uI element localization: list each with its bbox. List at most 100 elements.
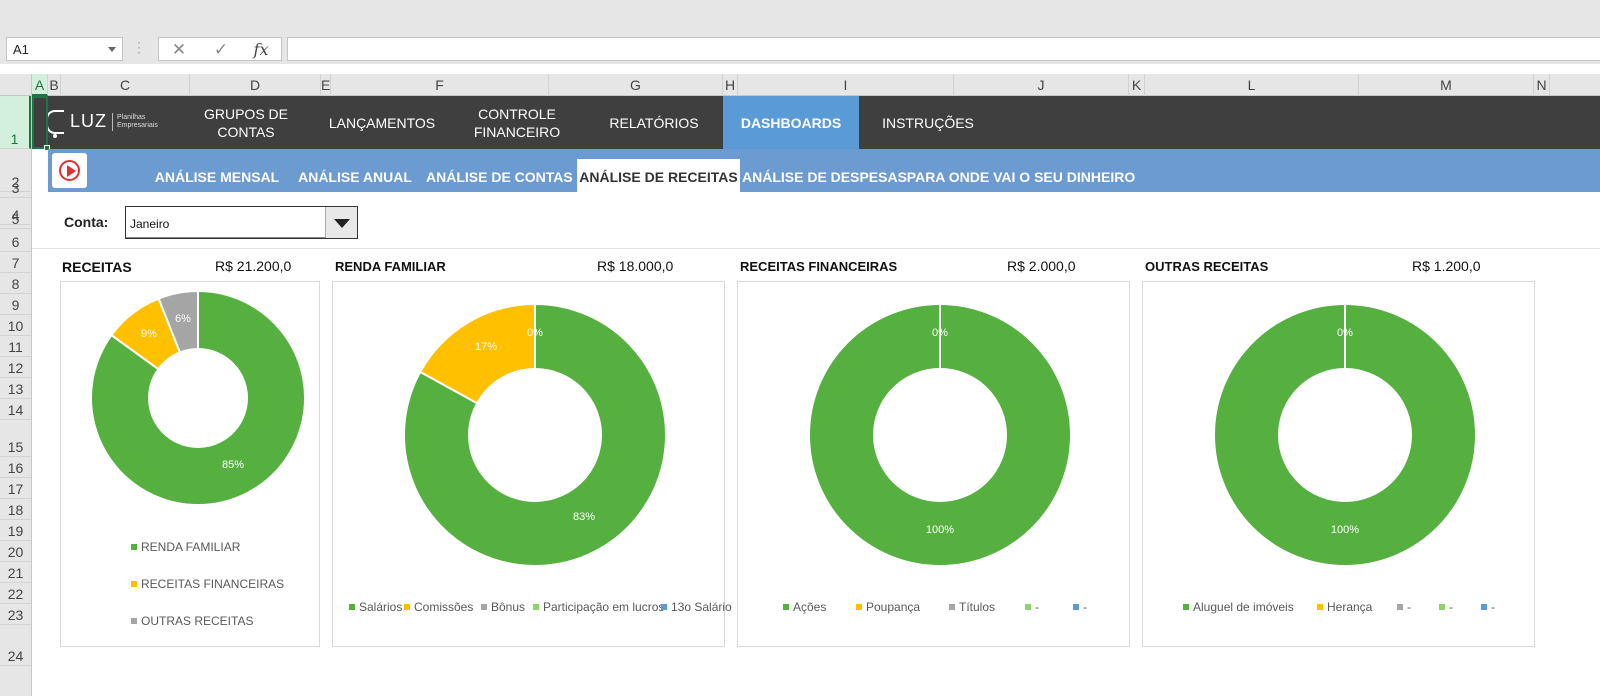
- donut-slice[interactable]: [1213, 302, 1477, 568]
- column-header-d[interactable]: D: [190, 74, 321, 96]
- legend-item[interactable]: RECEITAS FINANCEIRAS: [131, 577, 284, 591]
- column-header-j[interactable]: J: [954, 74, 1129, 96]
- divider: [32, 248, 1600, 249]
- subtab-2[interactable]: ANÁLISE ANUAL: [298, 169, 412, 185]
- nav-item-3[interactable]: CONTROLE FINANCEIRO: [458, 96, 576, 149]
- legend-item[interactable]: Bônus: [481, 600, 525, 614]
- column-header-c[interactable]: C: [61, 74, 190, 96]
- chart-card-2[interactable]: 83% 17% 0% Salários Comissões Bônus Participaç…: [332, 281, 732, 647]
- column-header-i[interactable]: I: [738, 74, 954, 96]
- formula-input[interactable]: [287, 37, 1600, 61]
- row-header-12[interactable]: 12: [0, 357, 31, 378]
- cancel-icon[interactable]: ✕: [171, 40, 187, 59]
- main-nav: LUZ Planilhas Empresariais GRUPOS DE CONT…: [32, 96, 1600, 151]
- subtab-5[interactable]: ANÁLISE DE DESPESAS: [742, 169, 907, 185]
- legend-item[interactable]: Participação em lucros: [533, 600, 664, 614]
- legend-swatch: [856, 604, 862, 610]
- enter-icon[interactable]: ✓: [213, 40, 229, 59]
- subtab-1[interactable]: ANÁLISE MENSAL: [154, 169, 280, 185]
- row-header-22[interactable]: 22: [0, 583, 31, 604]
- column-header-f[interactable]: F: [331, 74, 549, 96]
- chart-card-1[interactable]: 85% 9% 6% RENDA FAMILIAR RECEITAS FINANCEIRA…: [60, 281, 320, 647]
- row-header-15[interactable]: 15: [0, 420, 31, 457]
- column-header-a[interactable]: A: [32, 74, 48, 96]
- chart-card-4[interactable]: 100% 0% Aluguel de imóveis Herança - - -: [1142, 281, 1535, 647]
- legend-item[interactable]: -: [1481, 600, 1495, 614]
- donut-slice[interactable]: [808, 302, 1072, 568]
- legend-item[interactable]: Comissões: [404, 600, 473, 614]
- column-header-h[interactable]: H: [723, 74, 738, 96]
- dropdown-arrow-icon[interactable]: [325, 207, 357, 238]
- nav-item-2[interactable]: LANÇAMENTOS: [320, 96, 444, 149]
- legend-item[interactable]: -: [1025, 600, 1039, 614]
- insert-function-icon[interactable]: fx: [253, 40, 269, 59]
- video-button[interactable]: [52, 153, 87, 188]
- legend-item[interactable]: Ações: [783, 600, 826, 614]
- active-cell-a1[interactable]: [32, 96, 50, 151]
- legend-item[interactable]: -: [1397, 600, 1411, 614]
- legend-item[interactable]: Títulos: [949, 600, 995, 614]
- row-header-6[interactable]: 6: [0, 229, 31, 252]
- chart-card-3[interactable]: 100% 0% Ações Poupança Títulos - -: [737, 281, 1130, 647]
- row-header-3[interactable]: 3: [0, 180, 31, 198]
- donut-slice[interactable]: [403, 302, 667, 567]
- conta-dropdown[interactable]: Janeiro: [125, 206, 358, 239]
- column-header-k[interactable]: K: [1129, 74, 1145, 96]
- row-header-7[interactable]: 7: [0, 252, 31, 273]
- column-header-m[interactable]: M: [1359, 74, 1534, 96]
- column-header-e[interactable]: E: [321, 74, 331, 96]
- chart-title: OUTRAS RECEITAS: [1145, 259, 1269, 274]
- row-header-16[interactable]: 16: [0, 457, 31, 478]
- subtab-4[interactable]: ANÁLISE DE RECEITAS: [577, 159, 740, 192]
- data-label: 17%: [475, 341, 497, 353]
- row-header-13[interactable]: 13: [0, 378, 31, 399]
- legend-swatch: [783, 604, 789, 610]
- column-header-l[interactable]: L: [1145, 74, 1359, 96]
- legend-item[interactable]: Herança: [1317, 600, 1372, 614]
- row-header-10[interactable]: 10: [0, 315, 31, 336]
- legend-label: -: [1491, 600, 1495, 614]
- donut-slice[interactable]: [90, 289, 306, 506]
- row-header-9[interactable]: 9: [0, 294, 31, 315]
- legend-item[interactable]: OUTRAS RECEITAS: [131, 614, 253, 628]
- row-header-19[interactable]: 19: [0, 520, 31, 541]
- legend-item[interactable]: Salários: [349, 600, 402, 614]
- data-label: 0%: [932, 327, 948, 339]
- legend-item[interactable]: 13o Salário: [661, 600, 732, 614]
- legend-label: Títulos: [959, 600, 996, 614]
- legend-item[interactable]: RENDA FAMILIAR: [131, 540, 240, 554]
- row-header-18[interactable]: 18: [0, 499, 31, 520]
- legend-item[interactable]: -: [1073, 600, 1087, 614]
- row-header-4[interactable]: 4: [0, 198, 31, 225]
- row-header-5[interactable]: 5: [0, 211, 31, 229]
- row-header-23[interactable]: 23: [0, 604, 31, 625]
- subtab-3[interactable]: ANÁLISE DE CONTAS: [426, 169, 573, 185]
- nav-item-6[interactable]: INSTRUÇÕES: [860, 96, 996, 149]
- row-header-17[interactable]: 17: [0, 478, 31, 499]
- chevron-down-icon[interactable]: [108, 47, 116, 52]
- subtab-6[interactable]: PARA ONDE VAI O SEU DINHEIRO: [906, 169, 1136, 185]
- row-header-20[interactable]: 20: [0, 541, 31, 562]
- fill-handle[interactable]: [44, 145, 50, 151]
- row-header-11[interactable]: 11: [0, 336, 31, 357]
- row-header-8[interactable]: 8: [0, 273, 31, 294]
- data-label: 0%: [527, 327, 543, 339]
- legend-item[interactable]: Poupança: [856, 600, 920, 614]
- legend-item[interactable]: -: [1439, 600, 1453, 614]
- play-circle-icon: [59, 160, 80, 181]
- nav-item-label: INSTRUÇÕES: [882, 114, 974, 131]
- column-header-g[interactable]: G: [549, 74, 723, 96]
- select-all-corner[interactable]: [0, 74, 32, 96]
- row-header-14[interactable]: 14: [0, 399, 31, 420]
- row-header-2[interactable]: 2: [0, 149, 31, 192]
- name-box[interactable]: A1: [6, 37, 123, 61]
- legend-item[interactable]: Aluguel de imóveis: [1183, 600, 1294, 614]
- nav-item-5[interactable]: DASHBOARDS: [723, 96, 859, 149]
- column-header-n[interactable]: N: [1534, 74, 1550, 96]
- row-header-1[interactable]: 1: [0, 96, 31, 149]
- column-header-b[interactable]: B: [48, 74, 61, 96]
- nav-item-1[interactable]: GRUPOS DE CONTAS: [198, 96, 294, 149]
- row-header-24[interactable]: 24: [0, 625, 31, 666]
- row-header-21[interactable]: 21: [0, 562, 31, 583]
- nav-item-4[interactable]: RELATÓRIOS: [584, 96, 724, 149]
